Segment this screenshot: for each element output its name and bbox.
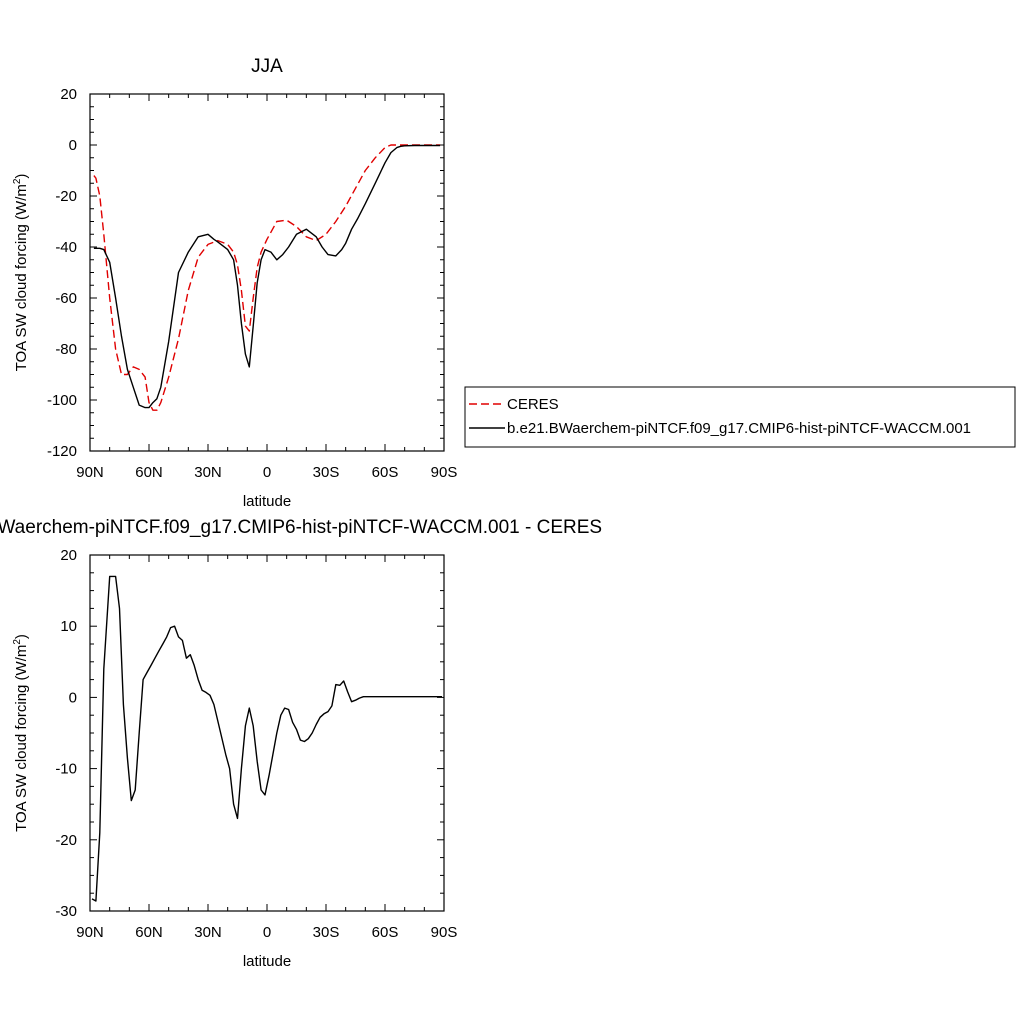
legend: CERES b.e21.BWaerchem-piNTCF.f09_g17.CMIP… xyxy=(464,386,1016,448)
x-tick-label: 60S xyxy=(372,924,399,941)
chart-panel-2: b.e21.BWaerchem-piNTCF.f09_g17.CMIP6-his… xyxy=(0,517,602,970)
y-tick-label: 0 xyxy=(69,137,77,154)
x-tick-label: 90S xyxy=(431,464,458,481)
plot-frame xyxy=(89,554,445,912)
y-tick-label: -100 xyxy=(47,392,77,409)
y-tick-label: -80 xyxy=(55,341,77,358)
x-tick-label: 30N xyxy=(194,924,222,941)
x-tick-label: 0 xyxy=(263,924,271,941)
y-axis-title: TOA SW cloud forcing (W/m2) xyxy=(12,634,30,832)
y-tick-label: -20 xyxy=(55,832,77,849)
x-tick-label: 90N xyxy=(76,464,104,481)
x-tick-label: 60N xyxy=(135,464,163,481)
y-axis-title-superscript: 2 xyxy=(12,639,23,645)
legend-label: b.e21.BWaerchem-piNTCF.f09_g17.CMIP6-his… xyxy=(507,420,971,437)
x-tick-label: 90S xyxy=(431,924,458,941)
y-tick-label: 0 xyxy=(69,689,77,706)
y-axis-title-close: ) xyxy=(13,174,30,179)
series-line-ceres xyxy=(93,144,441,411)
legend-label: CERES xyxy=(507,396,559,413)
legend-box xyxy=(464,386,1016,448)
y-tick-label: -20 xyxy=(55,188,77,205)
y-axis-title-superscript: 2 xyxy=(12,178,23,184)
chart-title: JJA xyxy=(251,56,283,77)
chart-panel-1: JJA 20 0 -20 -40 -60 -80 -100 -120 90N 60N 30N 0 30S 6… xyxy=(12,56,1016,510)
plot-frame xyxy=(89,93,445,452)
y-axis-title-close: ) xyxy=(13,634,30,639)
series-line-difference xyxy=(91,575,442,902)
x-tick-label: 90N xyxy=(76,924,104,941)
y-tick-label: -60 xyxy=(55,290,77,307)
y-tick-label: -120 xyxy=(47,443,77,460)
y-tick-label: -30 xyxy=(55,903,77,920)
x-tick-label: 30S xyxy=(313,924,340,941)
y-tick-label: 10 xyxy=(60,618,77,635)
y-tick-label: -10 xyxy=(55,761,77,778)
x-tick-label: 60N xyxy=(135,924,163,941)
y-axis-title-main: TOA SW cloud forcing (W/m xyxy=(13,184,30,371)
chart-title: b.e21.BWaerchem-piNTCF.f09_g17.CMIP6-his… xyxy=(0,517,602,538)
y-axis-title-main: TOA SW cloud forcing (W/m xyxy=(13,645,30,832)
series-line-b-e21-bwaerchem-pintcf-f09-g17-cmip6-his xyxy=(93,144,441,409)
x-tick-label: 0 xyxy=(263,464,271,481)
x-tick-label: 30N xyxy=(194,464,222,481)
y-tick-label: 20 xyxy=(60,547,77,564)
x-axis-title: latitude xyxy=(243,493,291,510)
y-tick-label: 20 xyxy=(60,86,77,103)
x-tick-label: 60S xyxy=(372,464,399,481)
y-tick-label: -40 xyxy=(55,239,77,256)
y-axis-title: TOA SW cloud forcing (W/m2) xyxy=(12,174,30,372)
x-tick-label: 30S xyxy=(313,464,340,481)
x-axis-title: latitude xyxy=(243,953,291,970)
